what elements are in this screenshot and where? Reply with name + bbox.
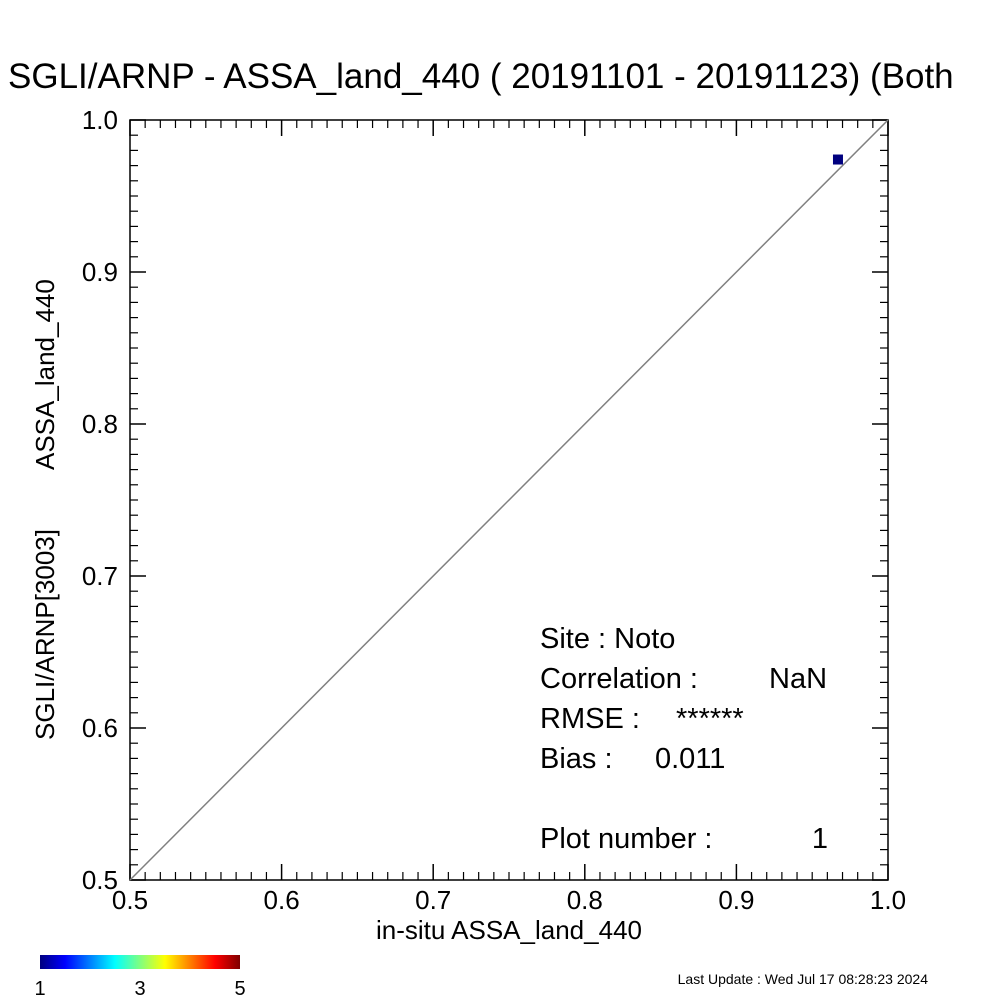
y-tick-label: 0.8 [82,409,118,439]
chart-title: SGLI/ARNP - ASSA_land_440 ( 20191101 - 2… [8,57,954,96]
plot-number-value: 1 [812,823,828,855]
minor-ticks [130,120,888,880]
x-tick-label: 0.9 [718,885,754,915]
y-tick-label: 1.0 [82,105,118,135]
rmse-label: RMSE : [540,703,640,735]
major-ticks [129,119,889,881]
rmse-value: ****** [676,703,744,735]
y-tick-label: 0.6 [82,713,118,743]
data-points [832,154,843,165]
colorbar-gradient [40,955,240,969]
bias-label: Bias : [540,743,613,775]
colorbar-min-label: 1 [34,978,45,1000]
colorbar-mid-label: 3 [134,978,145,1000]
y-tick-label: 0.7 [82,561,118,591]
stats-annotation: Site : Noto Correlation : NaN RMSE : ***… [540,623,828,855]
x-tick-label: 1.0 [870,885,906,915]
colorbar-max-label: 5 [234,978,245,1000]
correlation-value: NaN [769,663,827,695]
x-tick-label: 0.7 [415,885,451,915]
one-to-one-reference-line [129,119,889,881]
bias-value: 0.011 [655,743,725,775]
y-tick-label: 0.5 [82,865,118,895]
x-tick-label: 0.6 [264,885,300,915]
last-update-footer: Last Update : Wed Jul 17 08:28:23 2024 [678,971,929,987]
y-tick-label: 0.9 [82,257,118,287]
tick-labels: 0.5 0.6 0.7 0.8 0.9 1.0 0.5 0.6 0.7 0.8 0.9 1.0 [82,105,906,915]
y-axis-label-line1: SGLI/ARNP[3003] [30,529,60,740]
plot-number-label: Plot number : [540,823,712,855]
x-tick-label: 0.5 [112,885,148,915]
x-tick-label: 0.8 [567,885,603,915]
site-label: Site : Noto [540,623,675,655]
colorbar: 1 3 5 [34,955,246,1000]
y-axis-label-line2: ASSA_land_440 [30,279,60,470]
correlation-label: Correlation : [540,663,698,695]
x-axis-label: in-situ ASSA_land_440 [376,915,642,945]
data-point [832,154,843,165]
